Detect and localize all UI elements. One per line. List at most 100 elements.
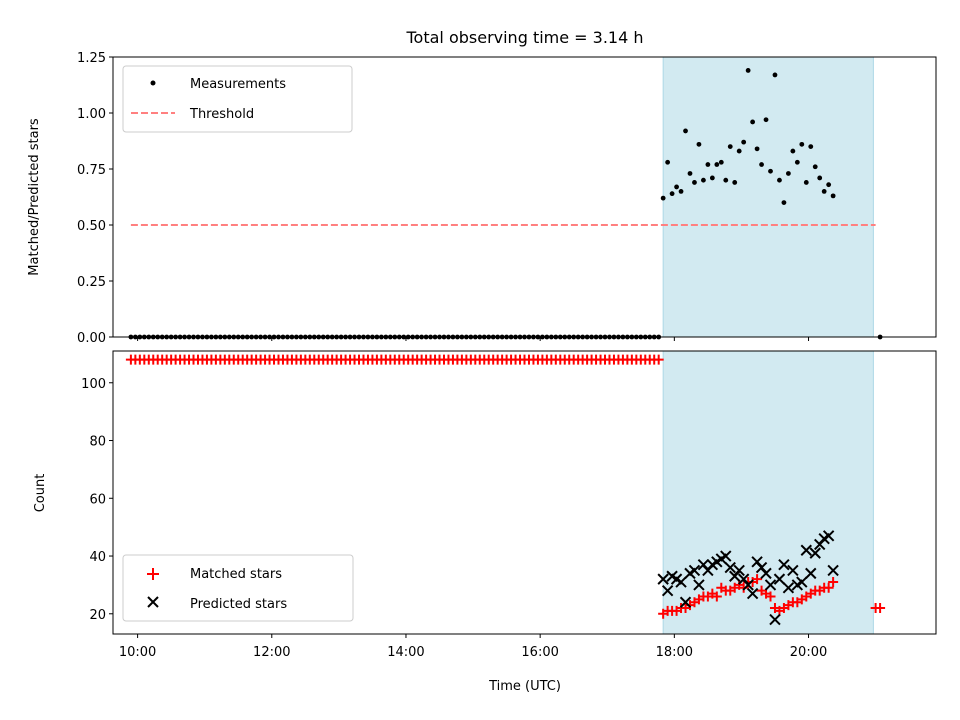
measurement-point (692, 180, 697, 185)
measurement-point (732, 180, 738, 185)
top-y-tick-label: 0.00 (77, 331, 106, 346)
measurement-point (830, 193, 836, 199)
matched-star-point (875, 603, 886, 614)
matched-star-point (653, 354, 664, 365)
x-tick-label: 18:00 (656, 645, 693, 660)
measurement-point (794, 159, 800, 165)
measurement-point (759, 162, 764, 167)
predicted-star-point (688, 564, 701, 577)
predicted-star-point (679, 596, 692, 608)
measurement-point (777, 177, 782, 183)
bottom-legend-box (122, 554, 354, 622)
measurement-point (718, 159, 724, 165)
bottom-axes-frame (112, 350, 937, 635)
predicted-star-point (809, 547, 821, 559)
x-tick-label: 14:00 (387, 645, 424, 660)
measurement-point (669, 191, 675, 197)
predicted-star-point (796, 576, 808, 588)
measurement-point (714, 162, 720, 167)
top-legend-box (122, 65, 353, 133)
top-y-tick-label: 0.50 (77, 219, 106, 234)
x-tick-label: 12:00 (253, 645, 290, 660)
predicted-star-point (693, 579, 705, 591)
top-y-tick-label: 1.00 (77, 107, 106, 122)
measurement-point (772, 72, 778, 78)
legend-marker-matched (147, 568, 159, 580)
matched-stars-points (125, 354, 886, 619)
predicted-star-point (787, 564, 799, 577)
measurement-point (781, 200, 787, 206)
matched-star-point (711, 591, 722, 602)
predicted-star-point (764, 579, 777, 591)
matched-star-point (765, 591, 776, 602)
measurement-point (750, 119, 756, 125)
top-y-tick-label: 0.75 (77, 163, 106, 178)
bottom-legend: Matched stars Predicted stars (122, 554, 354, 622)
bottom-y-tick-label: 40 (89, 550, 106, 565)
top-y-tick-label: 0.25 (77, 275, 106, 290)
predicted-star-point (657, 573, 669, 585)
measurement-point (817, 175, 823, 181)
predicted-star-point (675, 576, 687, 588)
bottom-y-tick-label: 80 (89, 435, 106, 450)
measurement-point (741, 139, 747, 145)
predicted-star-point (822, 530, 835, 542)
predicted-star-point (805, 567, 817, 580)
measurement-point (799, 141, 805, 147)
predicted-star-point (800, 544, 812, 556)
predicted-star-point (769, 613, 781, 626)
legend-label-matched: Matched stars (190, 567, 282, 582)
measurement-point (705, 162, 711, 167)
predicted-star-point (827, 564, 839, 577)
measurement-point (821, 189, 827, 194)
predicted-star-point (746, 587, 759, 600)
measurement-point (674, 184, 679, 190)
predicted-star-point (773, 573, 786, 585)
matched-star-point (752, 574, 763, 585)
bottom-y-axis-label: Count (33, 474, 48, 513)
matched-star-point (823, 582, 834, 593)
measurement-point (745, 68, 751, 73)
measurement-point (687, 171, 693, 176)
top-axes-frame (112, 56, 937, 338)
measurement-point (723, 177, 729, 183)
legend-marker-predicted (147, 596, 159, 608)
predicted-star-point (760, 567, 772, 580)
x-tick-label: 10:00 (119, 645, 156, 660)
top-shaded-interval (662, 56, 874, 338)
top-y-ticks: 0.00 0.25 0.50 0.75 1.00 1.25 (77, 51, 113, 346)
predicted-star-point (782, 582, 795, 594)
matched-star-point (738, 582, 749, 593)
measurement-point (678, 189, 684, 194)
legend-label-measurements: Measurements (190, 77, 286, 92)
measurement-point (709, 175, 715, 181)
measurement-point (665, 159, 671, 165)
predicted-star-point (733, 564, 745, 577)
predicted-stars-points (657, 530, 839, 626)
measurement-point (696, 141, 702, 147)
chart-title: Total observing time = 3.14 h (405, 28, 643, 47)
measurement-point (660, 195, 666, 201)
predicted-star-point (720, 550, 732, 562)
measurement-point (754, 146, 760, 152)
measurement-point (683, 128, 688, 134)
measurement-point (826, 182, 832, 188)
legend-label-threshold: Threshold (189, 107, 254, 122)
predicted-star-point (661, 584, 674, 597)
measurement-point (768, 168, 773, 174)
measurement-point (808, 144, 814, 150)
x-axis-label: Time (UTC) (488, 679, 561, 694)
legend-label-predicted: Predicted stars (190, 597, 287, 612)
bottom-x-ticks: 10:00 12:00 14:00 16:00 18:00 20:00 (119, 634, 827, 660)
bottom-shaded-interval (662, 350, 874, 635)
measurement-point (727, 144, 733, 150)
bottom-y-tick-label: 60 (89, 492, 106, 507)
bottom-y-tick-label: 20 (89, 608, 106, 623)
predicted-star-point (778, 558, 790, 571)
top-y-tick-label: 1.25 (77, 51, 106, 66)
measurement-point (790, 148, 796, 154)
bottom-y-ticks: 20 40 60 80 100 (81, 377, 113, 623)
top-legend: Measurements Threshold (122, 65, 353, 133)
